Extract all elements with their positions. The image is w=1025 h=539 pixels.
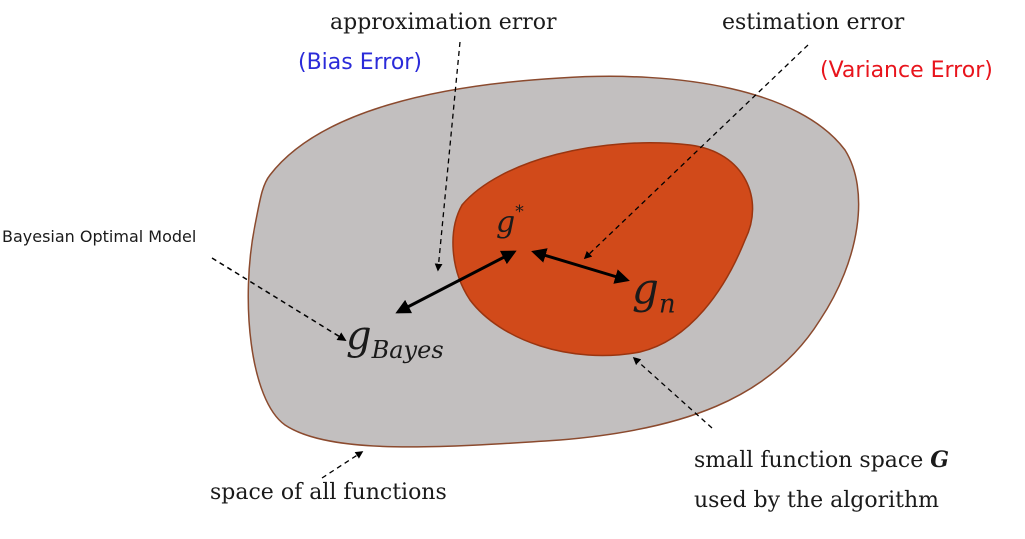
bayesian-optimal-model-label: Bayesian Optimal Model: [2, 227, 197, 246]
approximation-error-pointer: [434, 41, 461, 272]
small-function-space-label: small function space G: [694, 449, 949, 472]
g-bayes-subscript: Bayes: [371, 336, 444, 364]
all-functions-pointer: [321, 451, 364, 479]
bayesian-model-pointer: [211, 257, 347, 341]
g-n-base: g: [632, 264, 659, 313]
g-star-symbol: g*: [496, 204, 524, 240]
g-bayes-symbol: gBayes: [346, 316, 444, 362]
g-star-superscript: *: [515, 202, 524, 222]
approximation-error-label: approximation error: [330, 10, 557, 35]
bias-arrow: [395, 250, 517, 314]
g-n-subscript: n: [658, 289, 676, 320]
g-n-symbol: gn: [632, 268, 676, 320]
estimation-error-label: estimation error: [722, 10, 905, 35]
g-bayes-base: g: [346, 313, 372, 359]
used-by-algorithm-label: used by the algorithm: [694, 488, 939, 513]
function-space-symbol: G: [930, 447, 950, 473]
estimation-error-pointer: [583, 44, 809, 260]
bias-error-label: (Bias Error): [298, 50, 422, 75]
small-function-space-text: small function space: [694, 448, 924, 473]
space-of-all-functions-label: space of all functions: [210, 480, 447, 505]
g-star-base: g: [496, 205, 516, 240]
variance-error-label: (Variance Error): [820, 58, 993, 83]
variance-arrow: [531, 248, 630, 284]
